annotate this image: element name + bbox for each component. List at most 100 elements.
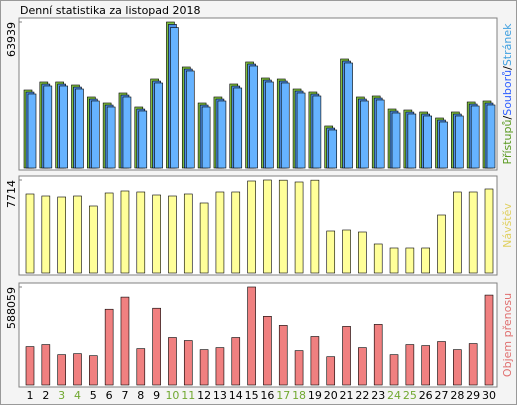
x-tick-label: 9 bbox=[153, 389, 160, 402]
bar bbox=[152, 307, 161, 386]
bar bbox=[278, 179, 288, 274]
x-tick-label: 8 bbox=[137, 389, 144, 402]
x-tick-label: 6 bbox=[106, 389, 113, 402]
chart-title: Denní statistika za listopad 2018 bbox=[20, 4, 201, 17]
x-tick-label: 18 bbox=[292, 389, 306, 402]
bar bbox=[27, 93, 37, 169]
bar bbox=[263, 179, 272, 274]
bar bbox=[312, 95, 322, 169]
bar bbox=[486, 104, 496, 169]
bar bbox=[342, 229, 351, 274]
legend-separator: / bbox=[501, 116, 514, 120]
bar bbox=[484, 188, 494, 274]
bar bbox=[136, 191, 146, 274]
x-tick-label: 22 bbox=[355, 389, 369, 402]
bar bbox=[183, 340, 193, 386]
bar bbox=[405, 247, 415, 274]
bar bbox=[215, 191, 225, 274]
bar bbox=[185, 70, 195, 169]
x-tick-label: 17 bbox=[276, 389, 290, 402]
bar bbox=[154, 82, 163, 169]
legend-entry: Souborů bbox=[501, 70, 514, 116]
bar bbox=[43, 85, 53, 169]
bar bbox=[25, 346, 35, 386]
x-tick-label: 10 bbox=[165, 389, 179, 402]
bar bbox=[265, 81, 274, 169]
bar bbox=[389, 354, 399, 386]
bar bbox=[421, 247, 430, 274]
x-tick-label: 11 bbox=[181, 389, 195, 402]
bar bbox=[310, 336, 320, 386]
bar bbox=[391, 112, 401, 169]
bar bbox=[104, 308, 114, 386]
bar bbox=[199, 202, 209, 274]
bar bbox=[437, 214, 446, 274]
bar bbox=[328, 129, 338, 169]
x-tick-label: 24 bbox=[387, 389, 401, 402]
x-tick-label: 5 bbox=[90, 389, 97, 402]
bar bbox=[280, 82, 290, 169]
bar bbox=[484, 294, 494, 386]
panel bbox=[18, 282, 498, 388]
y-tick-label: 7714 bbox=[5, 180, 18, 208]
bar bbox=[41, 344, 51, 386]
x-tick-label: 3 bbox=[58, 389, 65, 402]
bar bbox=[138, 110, 148, 169]
bar bbox=[89, 355, 98, 386]
y-tick-label: 63939 bbox=[5, 22, 18, 57]
bar bbox=[73, 195, 82, 274]
bar bbox=[120, 296, 130, 386]
x-tick-label: 29 bbox=[466, 389, 480, 402]
x-tick-label: 21 bbox=[340, 389, 354, 402]
bar bbox=[342, 326, 351, 386]
x-tick-label: 20 bbox=[324, 389, 338, 402]
bar bbox=[437, 341, 446, 386]
bar bbox=[468, 191, 478, 274]
bar bbox=[247, 180, 256, 274]
bar bbox=[120, 190, 130, 274]
x-tick-label: 12 bbox=[197, 389, 211, 402]
x-tick-label: 30 bbox=[482, 389, 496, 402]
bar bbox=[168, 337, 177, 386]
legend-entry: Objem přenosu bbox=[501, 293, 514, 377]
legend: Objem přenosu bbox=[501, 293, 514, 377]
bar bbox=[358, 347, 367, 386]
bar bbox=[168, 195, 177, 274]
bar bbox=[421, 345, 430, 386]
bar bbox=[152, 194, 161, 274]
bar bbox=[59, 85, 68, 169]
bar bbox=[75, 88, 84, 169]
x-tick-label: 14 bbox=[229, 389, 243, 402]
bar bbox=[215, 347, 225, 386]
x-tick-label: 2 bbox=[42, 389, 49, 402]
bar bbox=[136, 348, 146, 386]
bar bbox=[468, 343, 478, 386]
bar bbox=[247, 286, 256, 386]
bar bbox=[375, 99, 385, 169]
bar bbox=[25, 193, 35, 274]
bar bbox=[360, 100, 369, 169]
bar bbox=[373, 243, 383, 274]
legend-entry: Návštěv bbox=[501, 203, 514, 248]
x-tick-label: 4 bbox=[74, 389, 81, 402]
bar bbox=[278, 325, 288, 386]
x-tick-label: 1 bbox=[27, 389, 34, 402]
bar bbox=[106, 106, 116, 169]
legend: Návštěv bbox=[501, 203, 514, 248]
bar bbox=[453, 349, 462, 386]
bar bbox=[294, 181, 304, 274]
bar bbox=[373, 324, 383, 386]
bar bbox=[201, 106, 211, 169]
bar bbox=[73, 353, 82, 386]
bar bbox=[170, 27, 179, 169]
bar bbox=[249, 65, 258, 169]
bar bbox=[296, 92, 306, 169]
bar bbox=[389, 247, 399, 274]
bar bbox=[231, 191, 241, 274]
legend-entry: Přístupů bbox=[501, 120, 514, 165]
bar bbox=[91, 100, 100, 169]
bar bbox=[231, 337, 241, 386]
legend-entry: Stránek bbox=[501, 23, 514, 66]
x-tick-label: 13 bbox=[213, 389, 227, 402]
